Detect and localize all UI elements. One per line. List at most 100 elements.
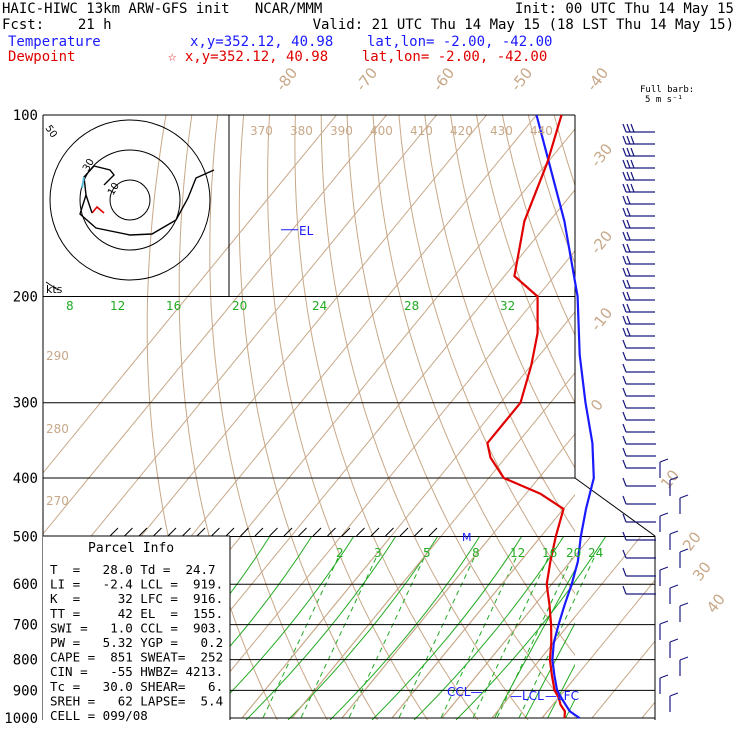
wind-barb-flag — [626, 207, 631, 217]
theta-label: 390 — [330, 124, 353, 138]
hodograph-ring — [109, 179, 151, 221]
lower-mixing-ratio-line — [471, 557, 549, 720]
hatch-mark — [254, 527, 264, 537]
hatch-mark — [399, 527, 409, 537]
wind-barb-flag — [622, 267, 627, 277]
hodograph-trace-top — [81, 176, 85, 189]
mixing-ratio-line — [494, 568, 575, 719]
dry-adiabat-line — [658, 115, 740, 731]
pressure-tick-label: 800 — [13, 653, 38, 669]
moist-adiabat-line — [329, 536, 481, 720]
wind-barb-flag — [630, 147, 635, 157]
theta-label: 380 — [290, 124, 313, 138]
lower-mixing-ratio-line — [397, 557, 475, 720]
hatch-mark — [167, 527, 177, 537]
hatch-mark — [182, 527, 191, 537]
wind-barb-flag — [659, 674, 669, 679]
wind-barb-flag — [669, 692, 679, 697]
isotherm-tick-label: -20 — [587, 227, 616, 257]
parcel-info-box: Parcel Info T = 28.0 Td = 24.7LI = -2.4 L… — [43, 535, 231, 723]
theta-label: 370 — [250, 124, 273, 138]
isotherm-line — [291, 536, 442, 719]
wind-barb-flag — [626, 315, 631, 325]
wind-barbs — [622, 123, 689, 712]
wind-barb-flag — [622, 585, 627, 595]
mixing-ratio-label: 8 — [472, 546, 480, 560]
isotherm-tick-label: 0 — [587, 396, 607, 415]
wind-barb-flag — [626, 255, 631, 265]
init-time: Init: 00 UTC Thu 14 May 15 — [514, 1, 734, 17]
parcel-info-row: LI = -2.4 LCL = 919. — [50, 577, 223, 592]
hatch-mark — [211, 527, 220, 537]
hodograph-ring-label: 50 — [43, 123, 59, 140]
wind-barb-flag — [622, 477, 627, 487]
wind-barb-flag — [679, 548, 689, 553]
wind-barb-flag — [626, 135, 631, 145]
theta-label: 410 — [410, 124, 433, 138]
hodograph-axis-mark — [45, 281, 59, 291]
theta-label: 400 — [370, 124, 393, 138]
lower-mixing-ratio-line — [261, 557, 339, 720]
barb-legend-units: 5 m s⁻¹ — [645, 95, 683, 105]
wind-barb-flag — [622, 375, 627, 385]
wind-barb-flag — [622, 351, 627, 361]
parcel-info-row: SWI = 1.0 CCL = 903. — [50, 620, 223, 635]
mixing-ratio-label: 16 — [542, 546, 557, 560]
mixing-ratio-label: 28 — [404, 299, 419, 313]
wind-barb-flag — [622, 387, 627, 397]
theta-label: 430 — [490, 124, 513, 138]
hatch-mark — [153, 527, 162, 537]
wind-barb-flag — [622, 243, 627, 253]
dry-adiabat-line — [346, 115, 575, 718]
wind-barb-flag — [626, 195, 631, 205]
hodograph-unit-label: kts — [46, 283, 63, 296]
wind-barb-flag — [622, 435, 627, 445]
hatch-mark — [356, 527, 365, 537]
isotherm-tick-label: -50 — [507, 64, 536, 94]
temperature-profile — [535, 114, 595, 719]
hodograph-trace-low — [91, 205, 105, 214]
parcel-info-row: CELL = 099/08 — [50, 708, 148, 723]
pressure-tick-label: 700 — [13, 618, 38, 634]
moist-adiabat-line — [371, 536, 523, 720]
wind-barb-flag — [622, 549, 627, 559]
mixing-ratio-label: 2 — [336, 546, 344, 560]
wind-barb-flag — [630, 159, 635, 169]
isotherm-line — [441, 536, 592, 719]
wind-barb-flag — [622, 567, 627, 577]
wind-barb-flag — [622, 513, 627, 523]
pressure-tick-label: 500 — [13, 529, 38, 545]
wind-barb-flag — [626, 243, 631, 253]
isotherm-line — [391, 536, 542, 719]
dry-adiabat-line — [501, 115, 575, 337]
el-label: EL — [299, 224, 314, 238]
ccl-label: CCL— — [447, 685, 482, 699]
lower-mixing-ratio-line — [517, 557, 595, 720]
hatch-mark — [196, 527, 206, 537]
sounding-profiles: EL —LFC—LCL CCL— M — [281, 114, 595, 719]
mixing-ratio-label: 32 — [500, 299, 515, 313]
dry-adiabat-line — [553, 115, 575, 187]
mixing-ratio-label: 20 — [566, 546, 581, 560]
temperature-location: x,y=352.12, 40.98 lat,lon= -2.00, -42.00 — [190, 34, 553, 50]
parcel-info-row: T = 28.0 Td = 24.7 — [50, 562, 216, 577]
wind-barb-flag — [679, 656, 689, 661]
dry-adiabat-line — [267, 115, 429, 720]
hatch-mark — [225, 527, 235, 537]
isotherm-line — [341, 536, 492, 719]
mixing-ratio-line — [604, 297, 740, 719]
hatch-mark — [312, 527, 322, 537]
wind-barb-flag — [622, 303, 627, 313]
dry-adiabat-line — [735, 115, 740, 731]
hatch-mark — [341, 527, 351, 537]
isotherm-line — [241, 536, 392, 719]
isotherm-tick-label: 40 — [703, 590, 729, 616]
melting-level-label: M — [462, 531, 472, 544]
pressure-tick-label: 400 — [13, 471, 38, 487]
wind-barb-flag — [626, 267, 631, 277]
theta-label: 280 — [46, 422, 69, 436]
dry-adiabat-line — [424, 115, 575, 533]
isotherm-line — [541, 676, 575, 719]
wind-barb-flag — [622, 363, 627, 373]
